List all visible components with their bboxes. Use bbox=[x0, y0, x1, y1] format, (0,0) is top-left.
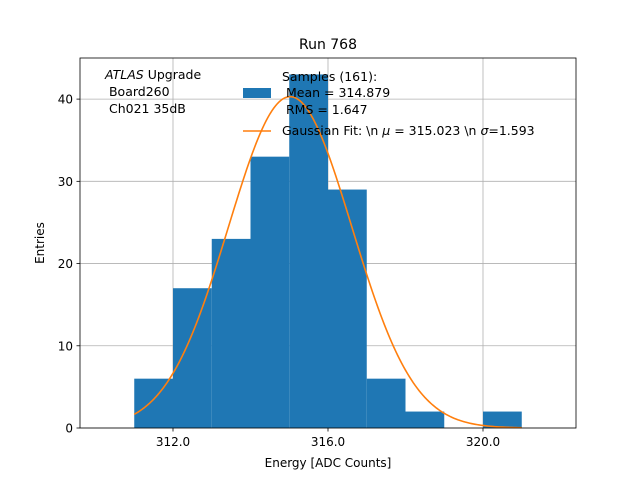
y-tick-label: 40 bbox=[58, 93, 73, 107]
legend-hist-label-line2: Mean = 314.879 bbox=[282, 85, 390, 100]
upgrade-label: Upgrade bbox=[144, 67, 202, 82]
legend-fit-mu-value: = 315.023 \n bbox=[390, 123, 480, 138]
legend-fit-mu: μ bbox=[381, 123, 390, 138]
gaussian-fit-curve bbox=[133, 95, 522, 429]
legend-fit-prefix: Gaussian Fit: \n bbox=[282, 123, 382, 138]
histogram-bars bbox=[134, 74, 522, 428]
y-tick-label: 30 bbox=[58, 175, 73, 189]
y-axis-label: Entries bbox=[33, 222, 47, 264]
histogram-bar bbox=[328, 189, 367, 428]
histogram-bar bbox=[250, 156, 290, 428]
legend: Samples (161): Mean = 314.879 RMS = 1.64… bbox=[243, 69, 535, 138]
atlas-annotation: ATLAS Upgrade Board260 Ch021 35dB bbox=[104, 67, 201, 116]
legend-fit-sigma-value: =1.593 bbox=[488, 123, 534, 138]
legend-hist-label-line1: Samples (161): bbox=[282, 69, 377, 84]
atlas-annotation-line1: ATLAS Upgrade bbox=[104, 67, 201, 82]
histogram-bar bbox=[289, 74, 328, 428]
legend-hist-label-line3: RMS = 1.647 bbox=[282, 102, 368, 117]
y-tick-label: 0 bbox=[65, 422, 73, 436]
y-axis-ticks: 0 10 20 30 40 bbox=[58, 93, 80, 436]
gaussian-fit-layer bbox=[133, 95, 522, 429]
y-tick-label: 10 bbox=[58, 339, 73, 353]
x-tick-label: 312.0 bbox=[156, 435, 190, 449]
x-axis-ticks: 312.0 316.0 320.0 bbox=[156, 428, 500, 449]
x-tick-label: 316.0 bbox=[311, 435, 345, 449]
y-tick-label: 20 bbox=[58, 257, 73, 271]
legend-hist-swatch bbox=[243, 88, 271, 98]
x-tick-label: 320.0 bbox=[466, 435, 500, 449]
histogram-bar bbox=[366, 378, 406, 428]
board-label: Board260 bbox=[105, 84, 170, 99]
histogram-bar bbox=[483, 411, 522, 428]
atlas-label: ATLAS bbox=[104, 67, 144, 82]
legend-fit-label: Gaussian Fit: \n μ = 315.023 \n σ=1.593 bbox=[282, 123, 535, 138]
histogram-bar bbox=[211, 238, 251, 428]
histogram-bar bbox=[173, 288, 212, 428]
x-axis-label: Energy [ADC Counts] bbox=[265, 456, 392, 470]
chart-title: Run 768 bbox=[299, 37, 357, 53]
channel-label: Ch021 35dB bbox=[105, 101, 186, 116]
histogram-bar bbox=[405, 411, 445, 428]
histogram-bar bbox=[134, 378, 173, 428]
legend-fit-sigma: σ bbox=[480, 123, 489, 138]
